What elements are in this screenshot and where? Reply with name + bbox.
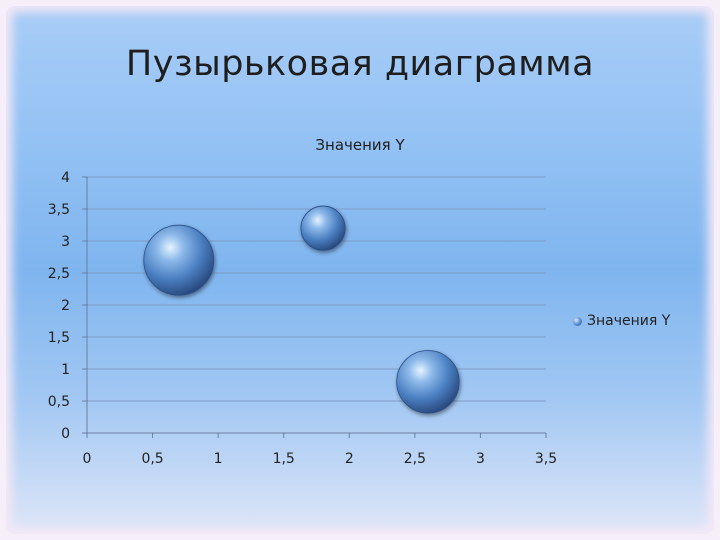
y-tick-label: 0 [61,426,70,442]
y-tick-label: 2 [61,298,70,314]
legend: Значения Y [573,313,670,329]
x-tick-label: 1,5 [273,451,295,467]
x-tick-label: 2 [345,451,354,467]
y-tick-label: 0,5 [48,394,70,410]
bubble-point [396,350,460,414]
x-tick-label: 1 [214,451,223,467]
y-tick-label: 4 [61,170,70,186]
slide-title: Пузырьковая диаграмма [125,44,595,84]
tick-labels: 0 0,5 1 1,5 2 2,5 3 3,5 4 0 0,5 1 1,5 2 2,5 3 3,5 [48,170,557,467]
bubble-point [300,205,346,251]
x-tick-label: 0,5 [141,451,163,467]
y-tick-label: 3 [61,234,70,250]
x-tick-label: 2,5 [404,451,426,467]
y-tick-label: 1 [61,362,70,378]
y-tick-label: 3,5 [48,202,70,218]
chart-title: Значения Y [315,136,405,154]
slide-background [6,6,714,534]
y-tick-label: 1,5 [48,330,70,346]
legend-marker-icon [573,316,582,326]
bubbles [143,205,460,414]
x-tick-label: 3,5 [535,451,557,467]
axes [82,176,547,438]
y-tick-label: 2,5 [48,266,70,282]
x-tick-label: 0 [83,451,92,467]
x-tick-label: 3 [476,451,485,467]
legend-label: Значения Y [587,313,671,329]
bubble-point [143,224,215,296]
